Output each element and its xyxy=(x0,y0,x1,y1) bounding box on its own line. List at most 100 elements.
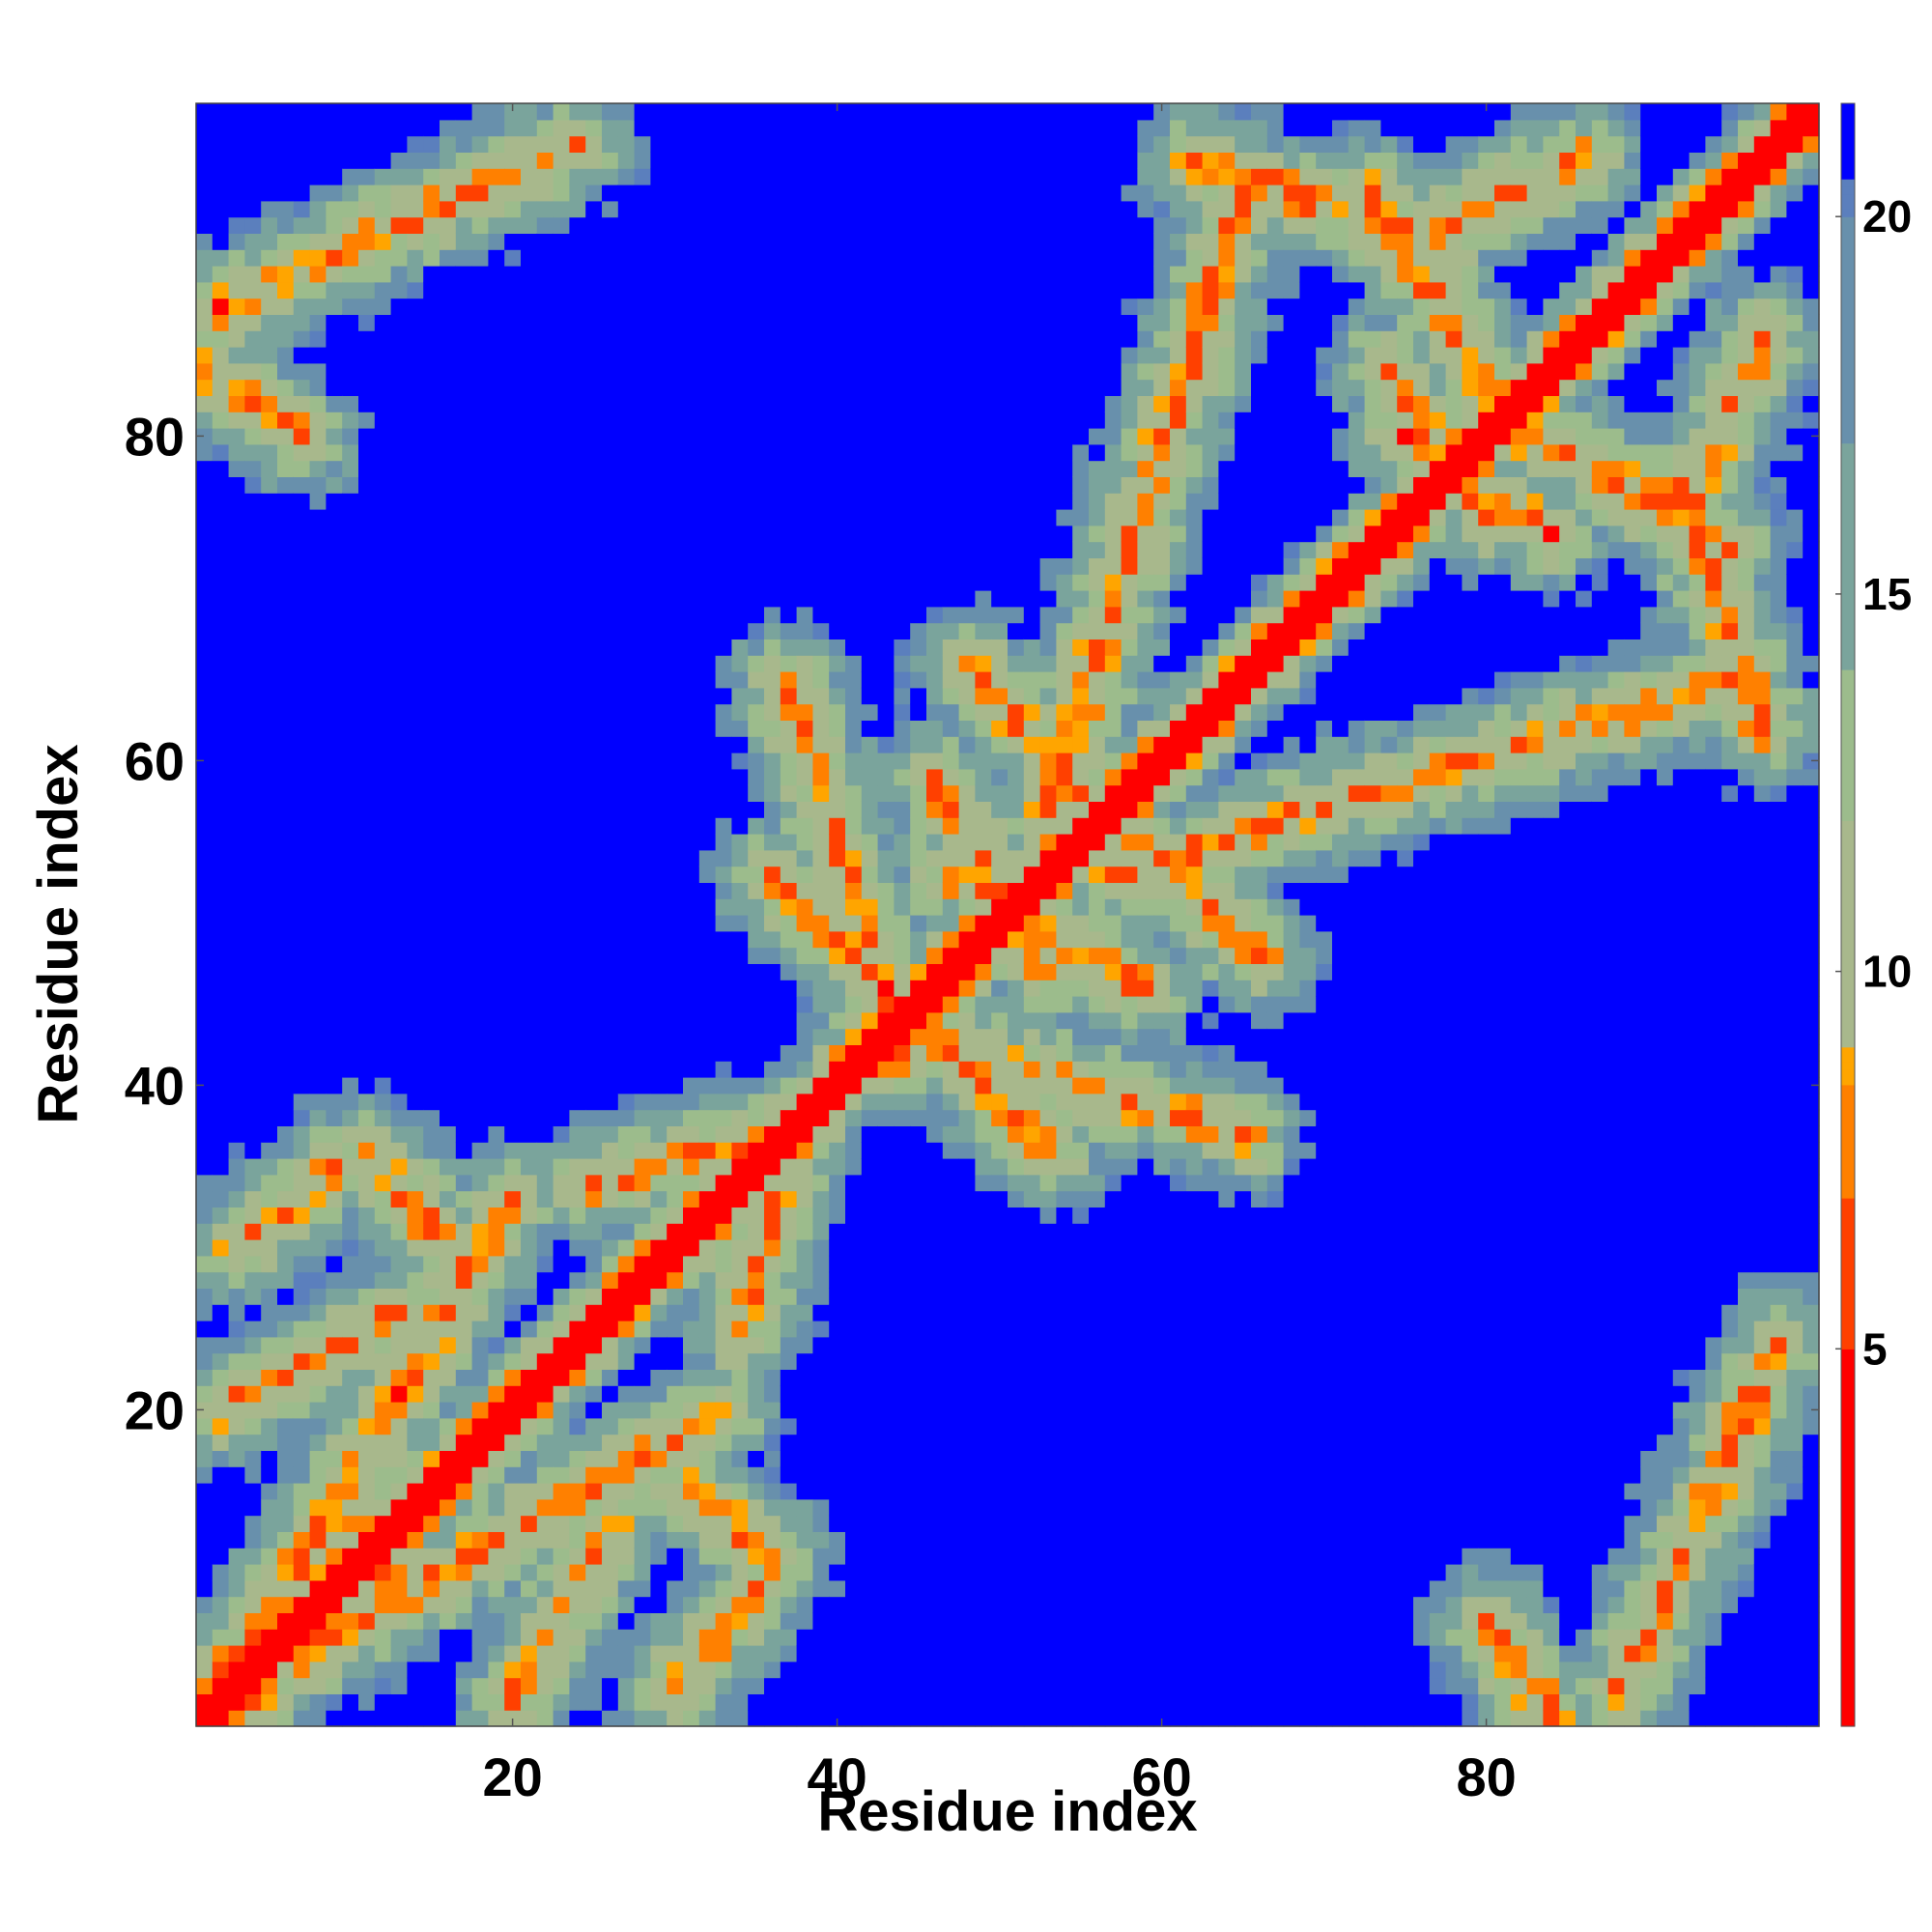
heatmap-cell xyxy=(390,1531,408,1548)
heatmap-cell xyxy=(861,412,879,429)
heatmap-cell xyxy=(861,1434,879,1451)
heatmap-cell xyxy=(748,1142,765,1159)
heatmap-cell xyxy=(796,1515,813,1532)
heatmap-cell xyxy=(407,103,424,121)
heatmap-cell xyxy=(342,541,359,558)
heatmap-cell xyxy=(796,1417,813,1435)
heatmap-cell xyxy=(667,443,684,462)
heatmap-cell xyxy=(407,1483,424,1500)
heatmap-cell xyxy=(991,574,1009,591)
heatmap-cell xyxy=(764,671,781,689)
heatmap-cell xyxy=(812,622,830,639)
heatmap-cell xyxy=(602,1011,619,1030)
heatmap-cell xyxy=(569,1498,586,1517)
heatmap-cell xyxy=(667,915,684,932)
heatmap-cell xyxy=(877,1061,895,1078)
heatmap-cell xyxy=(244,1321,262,1338)
heatmap-cell xyxy=(440,574,457,591)
heatmap-cell xyxy=(650,1596,668,1613)
heatmap-cell xyxy=(244,1677,262,1694)
heatmap-cell xyxy=(861,817,879,835)
heatmap-cell xyxy=(991,1612,1009,1630)
heatmap-cell xyxy=(731,671,749,689)
heatmap-cell xyxy=(617,1207,636,1224)
heatmap-cell xyxy=(488,266,505,283)
heatmap-cell xyxy=(634,898,651,916)
heatmap-cell xyxy=(293,1223,311,1240)
heatmap-cell xyxy=(958,216,976,234)
heatmap-cell xyxy=(244,476,262,494)
heatmap-cell xyxy=(942,655,960,672)
heatmap-cell xyxy=(212,915,230,932)
heatmap-cell xyxy=(293,817,311,835)
heatmap-cell xyxy=(617,996,636,1013)
heatmap-cell xyxy=(812,1125,830,1143)
heatmap-cell xyxy=(812,1710,830,1727)
heatmap-cell xyxy=(553,1142,570,1159)
heatmap-cell xyxy=(309,1352,327,1370)
heatmap-cell xyxy=(553,898,570,916)
heatmap-cell xyxy=(407,1321,424,1338)
heatmap-cell xyxy=(715,1483,732,1500)
heatmap-cell xyxy=(196,1564,213,1581)
heatmap-cell xyxy=(845,1596,863,1613)
heatmap-cell xyxy=(374,1531,392,1548)
heatmap-cell xyxy=(553,460,570,477)
heatmap-cell xyxy=(683,395,700,412)
heatmap-cell xyxy=(504,1515,522,1532)
heatmap-cell xyxy=(326,768,343,786)
heatmap-cell xyxy=(326,443,343,462)
heatmap-cell xyxy=(407,347,424,364)
heatmap-cell xyxy=(228,1498,245,1517)
heatmap-cell xyxy=(958,801,976,818)
heatmap-cell xyxy=(423,1417,440,1435)
heatmap-cell xyxy=(536,784,554,802)
heatmap-cell xyxy=(569,606,586,624)
heatmap-cell xyxy=(196,509,213,526)
heatmap-cell xyxy=(553,1223,570,1240)
heatmap-cell xyxy=(326,1125,343,1143)
heatmap-cell xyxy=(440,1239,457,1257)
heatmap-cell xyxy=(212,1093,230,1111)
heatmap-cell xyxy=(504,525,522,543)
heatmap-cell xyxy=(845,103,863,121)
heatmap-cell xyxy=(715,119,732,137)
heatmap-cell xyxy=(390,1579,408,1598)
heatmap-cell xyxy=(390,1304,408,1321)
heatmap-cell xyxy=(667,1174,684,1192)
heatmap-cell xyxy=(277,655,295,672)
heatmap-cell xyxy=(455,1645,473,1662)
heatmap-cell xyxy=(326,1336,343,1354)
heatmap-cell xyxy=(293,1579,311,1598)
heatmap-cell xyxy=(342,963,359,980)
heatmap-cell xyxy=(228,655,245,672)
heatmap-cell xyxy=(812,1434,830,1451)
heatmap-cell xyxy=(602,1677,619,1694)
heatmap-cell xyxy=(196,834,213,851)
heatmap-cell xyxy=(715,1288,732,1305)
heatmap-cell xyxy=(764,1661,781,1679)
heatmap-cell xyxy=(309,930,327,949)
heatmap-cell xyxy=(261,768,278,786)
heatmap-cell xyxy=(602,460,619,477)
heatmap-cell xyxy=(845,687,863,705)
heatmap-cell xyxy=(309,1385,327,1403)
heatmap-cell xyxy=(877,200,895,218)
heatmap-cell xyxy=(569,298,586,315)
heatmap-cell xyxy=(617,1125,636,1143)
heatmap-cell xyxy=(894,574,911,591)
heatmap-cell xyxy=(342,1515,359,1532)
heatmap-cell xyxy=(748,1077,765,1094)
heatmap-cell xyxy=(683,1158,700,1176)
heatmap-cell xyxy=(715,314,732,331)
heatmap-cell xyxy=(634,963,651,980)
heatmap-cell xyxy=(748,557,765,575)
heatmap-cell xyxy=(894,753,911,770)
heatmap-cell xyxy=(942,996,960,1013)
heatmap-cell xyxy=(326,1450,343,1467)
heatmap-cell xyxy=(407,574,424,591)
heatmap-cell xyxy=(536,1483,554,1500)
heatmap-cell xyxy=(698,1579,717,1598)
heatmap-cell xyxy=(326,1564,343,1581)
heatmap-cell xyxy=(504,119,522,137)
